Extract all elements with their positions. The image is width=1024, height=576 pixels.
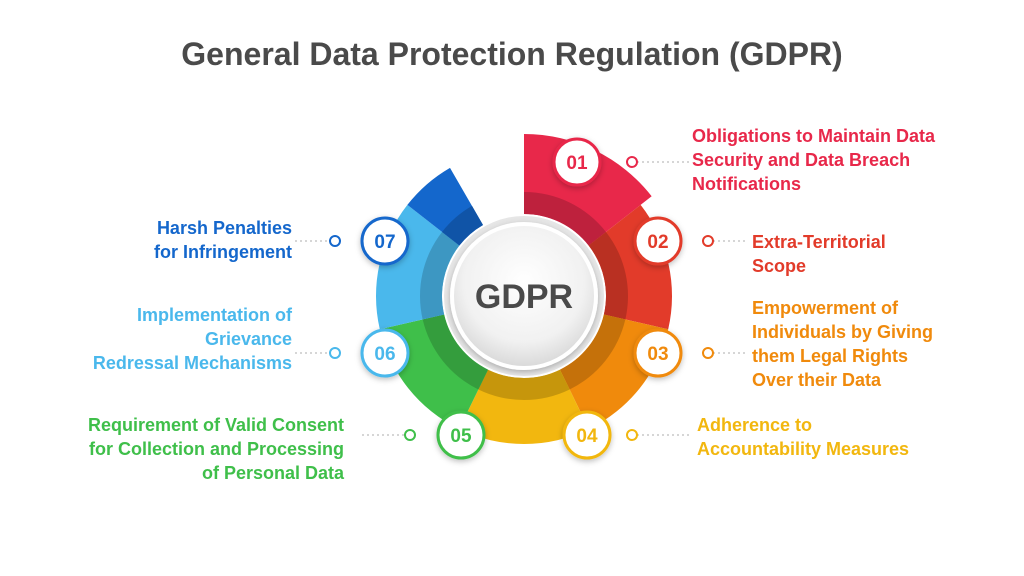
segments — [376, 134, 672, 444]
badge-01 — [552, 137, 602, 187]
item-label-line: Scope — [752, 256, 807, 276]
item-label-line: Extra-Territorial — [752, 232, 886, 252]
segment-inner-band-02 — [588, 231, 628, 320]
item-label-02: Extra-Territorial Scope — [752, 230, 886, 278]
connector-dot-04 — [626, 429, 638, 441]
item-label-line: Redressal Mechanisms — [92, 353, 292, 373]
item-label-line: for Collection and Processing — [88, 439, 344, 459]
connector-dot-03 — [702, 347, 714, 359]
badges: 01 02 03 04 05 06 07 — [360, 137, 683, 460]
item-label-line: Obligations to Maintain Data — [692, 126, 936, 146]
badge-number-05: 05 — [450, 426, 472, 447]
item-label-04: Adherence to Accountability Measures — [697, 413, 909, 461]
badge-number-01: 01 — [566, 153, 588, 174]
center-hub: GDPR — [444, 216, 604, 376]
item-label-03: Empowerment of Individuals by Giving them … — [752, 296, 933, 392]
item-label-01: Obligations to Maintain Data Security and… — [692, 124, 935, 196]
badge-03 — [633, 328, 683, 378]
segment-inner-band-07 — [442, 205, 483, 246]
badge-number-04: 04 — [576, 426, 598, 447]
item-label-line: Adherence to — [697, 415, 813, 435]
connector-dot-05 — [404, 429, 416, 441]
item-label-line: Implementation of — [136, 305, 292, 325]
connector-dot-01 — [626, 156, 638, 168]
connector-dot-06 — [329, 347, 341, 359]
connector-dot-02 — [702, 235, 714, 247]
connector-dot-07 — [329, 235, 341, 247]
item-label-line: Security and Data Breach — [692, 150, 911, 170]
segment-inner-band-03 — [559, 314, 626, 390]
badge-05 — [436, 410, 486, 460]
segment-inner-band-04 — [478, 369, 570, 400]
badge-number-06: 06 — [374, 344, 395, 365]
badge-07 — [360, 216, 410, 266]
item-label-06: Implementation of Grievance Redressal Mech… — [93, 303, 292, 375]
connectors — [295, 156, 748, 441]
segment-inner-band-05 — [422, 314, 489, 390]
item-label-line: Notifications — [692, 174, 802, 194]
item-label-line: Grievance — [204, 329, 292, 349]
badge-number-03: 03 — [647, 344, 668, 365]
item-label-line: for Infringement — [154, 242, 292, 262]
center-label: GDPR — [475, 278, 573, 316]
page-title: General Data Protection Regulation (GDPR… — [181, 36, 843, 72]
item-label-line: Accountability Measures — [697, 439, 910, 459]
badge-06 — [360, 328, 410, 378]
item-label-05: Requirement of Valid Consent for Collecti… — [88, 413, 344, 485]
item-label-line: Empowerment of — [752, 298, 899, 318]
badge-number-02: 02 — [647, 232, 668, 253]
item-label-line: them Legal Rights — [752, 346, 909, 366]
badge-number-07: 07 — [374, 232, 395, 253]
badge-02 — [633, 216, 683, 266]
badge-04 — [562, 410, 612, 460]
item-label-07: Harsh Penalties for Infringement — [154, 216, 292, 264]
item-label-line: Harsh Penalties — [156, 218, 292, 238]
item-label-line: Requirement of Valid Consent — [87, 415, 344, 435]
item-label-line: of Personal Data — [201, 463, 344, 483]
item-label-line: Individuals by Giving — [752, 322, 934, 342]
segment-inner-band-01 — [524, 192, 606, 246]
segment-inner-band-06 — [420, 231, 460, 320]
item-label-line: Over their Data — [752, 370, 882, 390]
